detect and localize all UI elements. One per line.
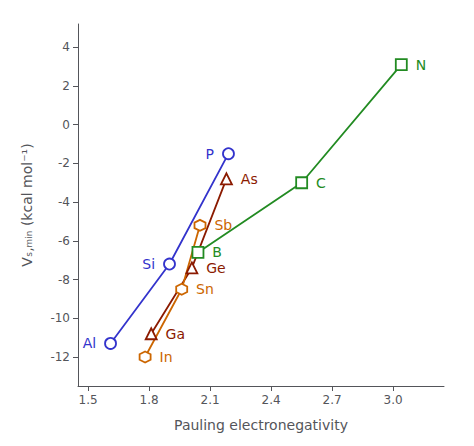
svg-text:Sn: Sn [196, 281, 214, 297]
svg-text:Ge: Ge [206, 260, 225, 276]
svg-text:Pauling electronegativity: Pauling electronegativity [174, 417, 348, 433]
svg-text:-6: -6 [58, 234, 70, 248]
svg-text:-8: -8 [58, 273, 70, 287]
svg-text:-10: -10 [50, 311, 70, 325]
svg-text:In: In [160, 349, 173, 365]
svg-text:Si: Si [142, 256, 155, 272]
svg-text:2.7: 2.7 [323, 393, 342, 407]
svg-text:-4: -4 [58, 195, 70, 209]
svg-text:B: B [212, 244, 222, 260]
svg-text:2.4: 2.4 [262, 393, 281, 407]
svg-text:Sb: Sb [214, 217, 232, 233]
svg-text:Ga: Ga [166, 326, 185, 342]
svg-text:2: 2 [62, 79, 70, 93]
svg-text:3.0: 3.0 [384, 393, 403, 407]
svg-text:N: N [416, 57, 426, 73]
svg-text:As: As [241, 171, 258, 187]
svg-text:-12: -12 [50, 350, 70, 364]
svg-text:Al: Al [83, 335, 96, 351]
svg-text:0: 0 [62, 118, 70, 132]
svg-text:C: C [316, 175, 326, 191]
svg-text:Vₛ,ₘᵢₙ (kcal mol⁻¹): Vₛ,ₘᵢₙ (kcal mol⁻¹) [19, 143, 35, 266]
svg-text:1.5: 1.5 [79, 393, 98, 407]
svg-text:2.1: 2.1 [201, 393, 220, 407]
svg-text:4: 4 [62, 40, 70, 54]
svg-text:-2: -2 [58, 156, 70, 170]
svg-text:1.8: 1.8 [140, 393, 159, 407]
svg-text:P: P [206, 146, 214, 162]
